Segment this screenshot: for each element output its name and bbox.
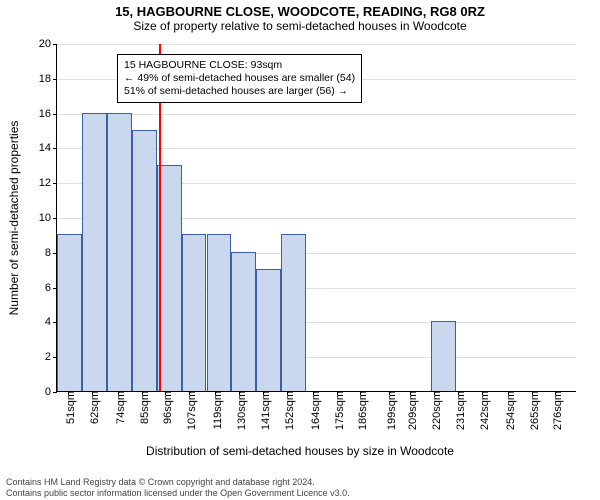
annotation-line: 15 HAGBOURNE CLOSE: 93sqm [124,59,355,72]
annotation-line: 51% of semi-detached houses are larger (… [124,85,355,98]
chart-footer: Contains HM Land Registry data © Crown c… [6,477,594,498]
x-tick-label: 130sqm [230,391,248,430]
x-tick-label: 209sqm [401,391,419,430]
histogram-bar [182,234,207,391]
x-tick-label: 107sqm [180,391,198,430]
footer-line-1: Contains HM Land Registry data © Crown c… [6,477,594,487]
y-tick-label: 16 [39,108,57,120]
grid-line [57,114,576,115]
x-tick-label: 265sqm [523,391,541,430]
x-tick-label: 175sqm [328,391,346,430]
x-tick-label: 242sqm [473,391,491,430]
histogram-bar [431,321,456,391]
y-tick-label: 2 [45,351,57,363]
histogram-bar [207,234,232,391]
chart-title: 15, HAGBOURNE CLOSE, WOODCOTE, READING, … [0,0,600,19]
y-tick-label: 14 [39,142,57,154]
y-axis-label: Number of semi-detached properties [7,121,21,316]
histogram-bar [256,269,281,391]
footer-line-2: Contains public sector information licen… [6,488,594,498]
x-tick-label: 96sqm [156,391,174,424]
x-tick-label: 51sqm [59,391,77,424]
y-tick-label: 12 [39,177,57,189]
x-axis-label: Distribution of semi-detached houses by … [146,444,454,458]
x-tick-label: 62sqm [83,391,101,424]
y-tick-label: 20 [39,38,57,50]
histogram-bar [132,130,157,391]
x-tick-label: 254sqm [499,391,517,430]
chart-subtitle: Size of property relative to semi-detach… [0,19,600,33]
property-size-chart: 15, HAGBOURNE CLOSE, WOODCOTE, READING, … [0,0,600,500]
grid-line [57,44,576,45]
x-tick-label: 220sqm [425,391,443,430]
histogram-bar [107,113,132,391]
y-tick-label: 4 [45,316,57,328]
plot-area: 0246810121416182051sqm62sqm74sqm85sqm96s… [56,44,576,392]
x-tick-label: 231sqm [449,391,467,430]
y-tick-label: 6 [45,282,57,294]
x-tick-label: 186sqm [351,391,369,430]
histogram-bar [231,252,256,391]
x-tick-label: 164sqm [304,391,322,430]
histogram-bar [281,234,306,391]
x-tick-label: 141sqm [254,391,272,430]
histogram-bar [57,234,82,391]
y-tick-label: 10 [39,212,57,224]
y-tick-label: 0 [45,386,57,398]
y-tick-label: 18 [39,73,57,85]
histogram-bar [82,113,107,391]
x-tick-label: 85sqm [133,391,151,424]
x-tick-label: 74sqm [109,391,127,424]
y-tick-label: 8 [45,247,57,259]
x-tick-label: 119sqm [206,391,224,429]
annotation-line: ← 49% of semi-detached houses are smalle… [124,72,355,85]
x-tick-label: 276sqm [546,391,564,430]
x-tick-label: 152sqm [278,391,296,430]
annotation-box: 15 HAGBOURNE CLOSE: 93sqm← 49% of semi-d… [117,54,362,103]
x-tick-label: 199sqm [380,391,398,430]
